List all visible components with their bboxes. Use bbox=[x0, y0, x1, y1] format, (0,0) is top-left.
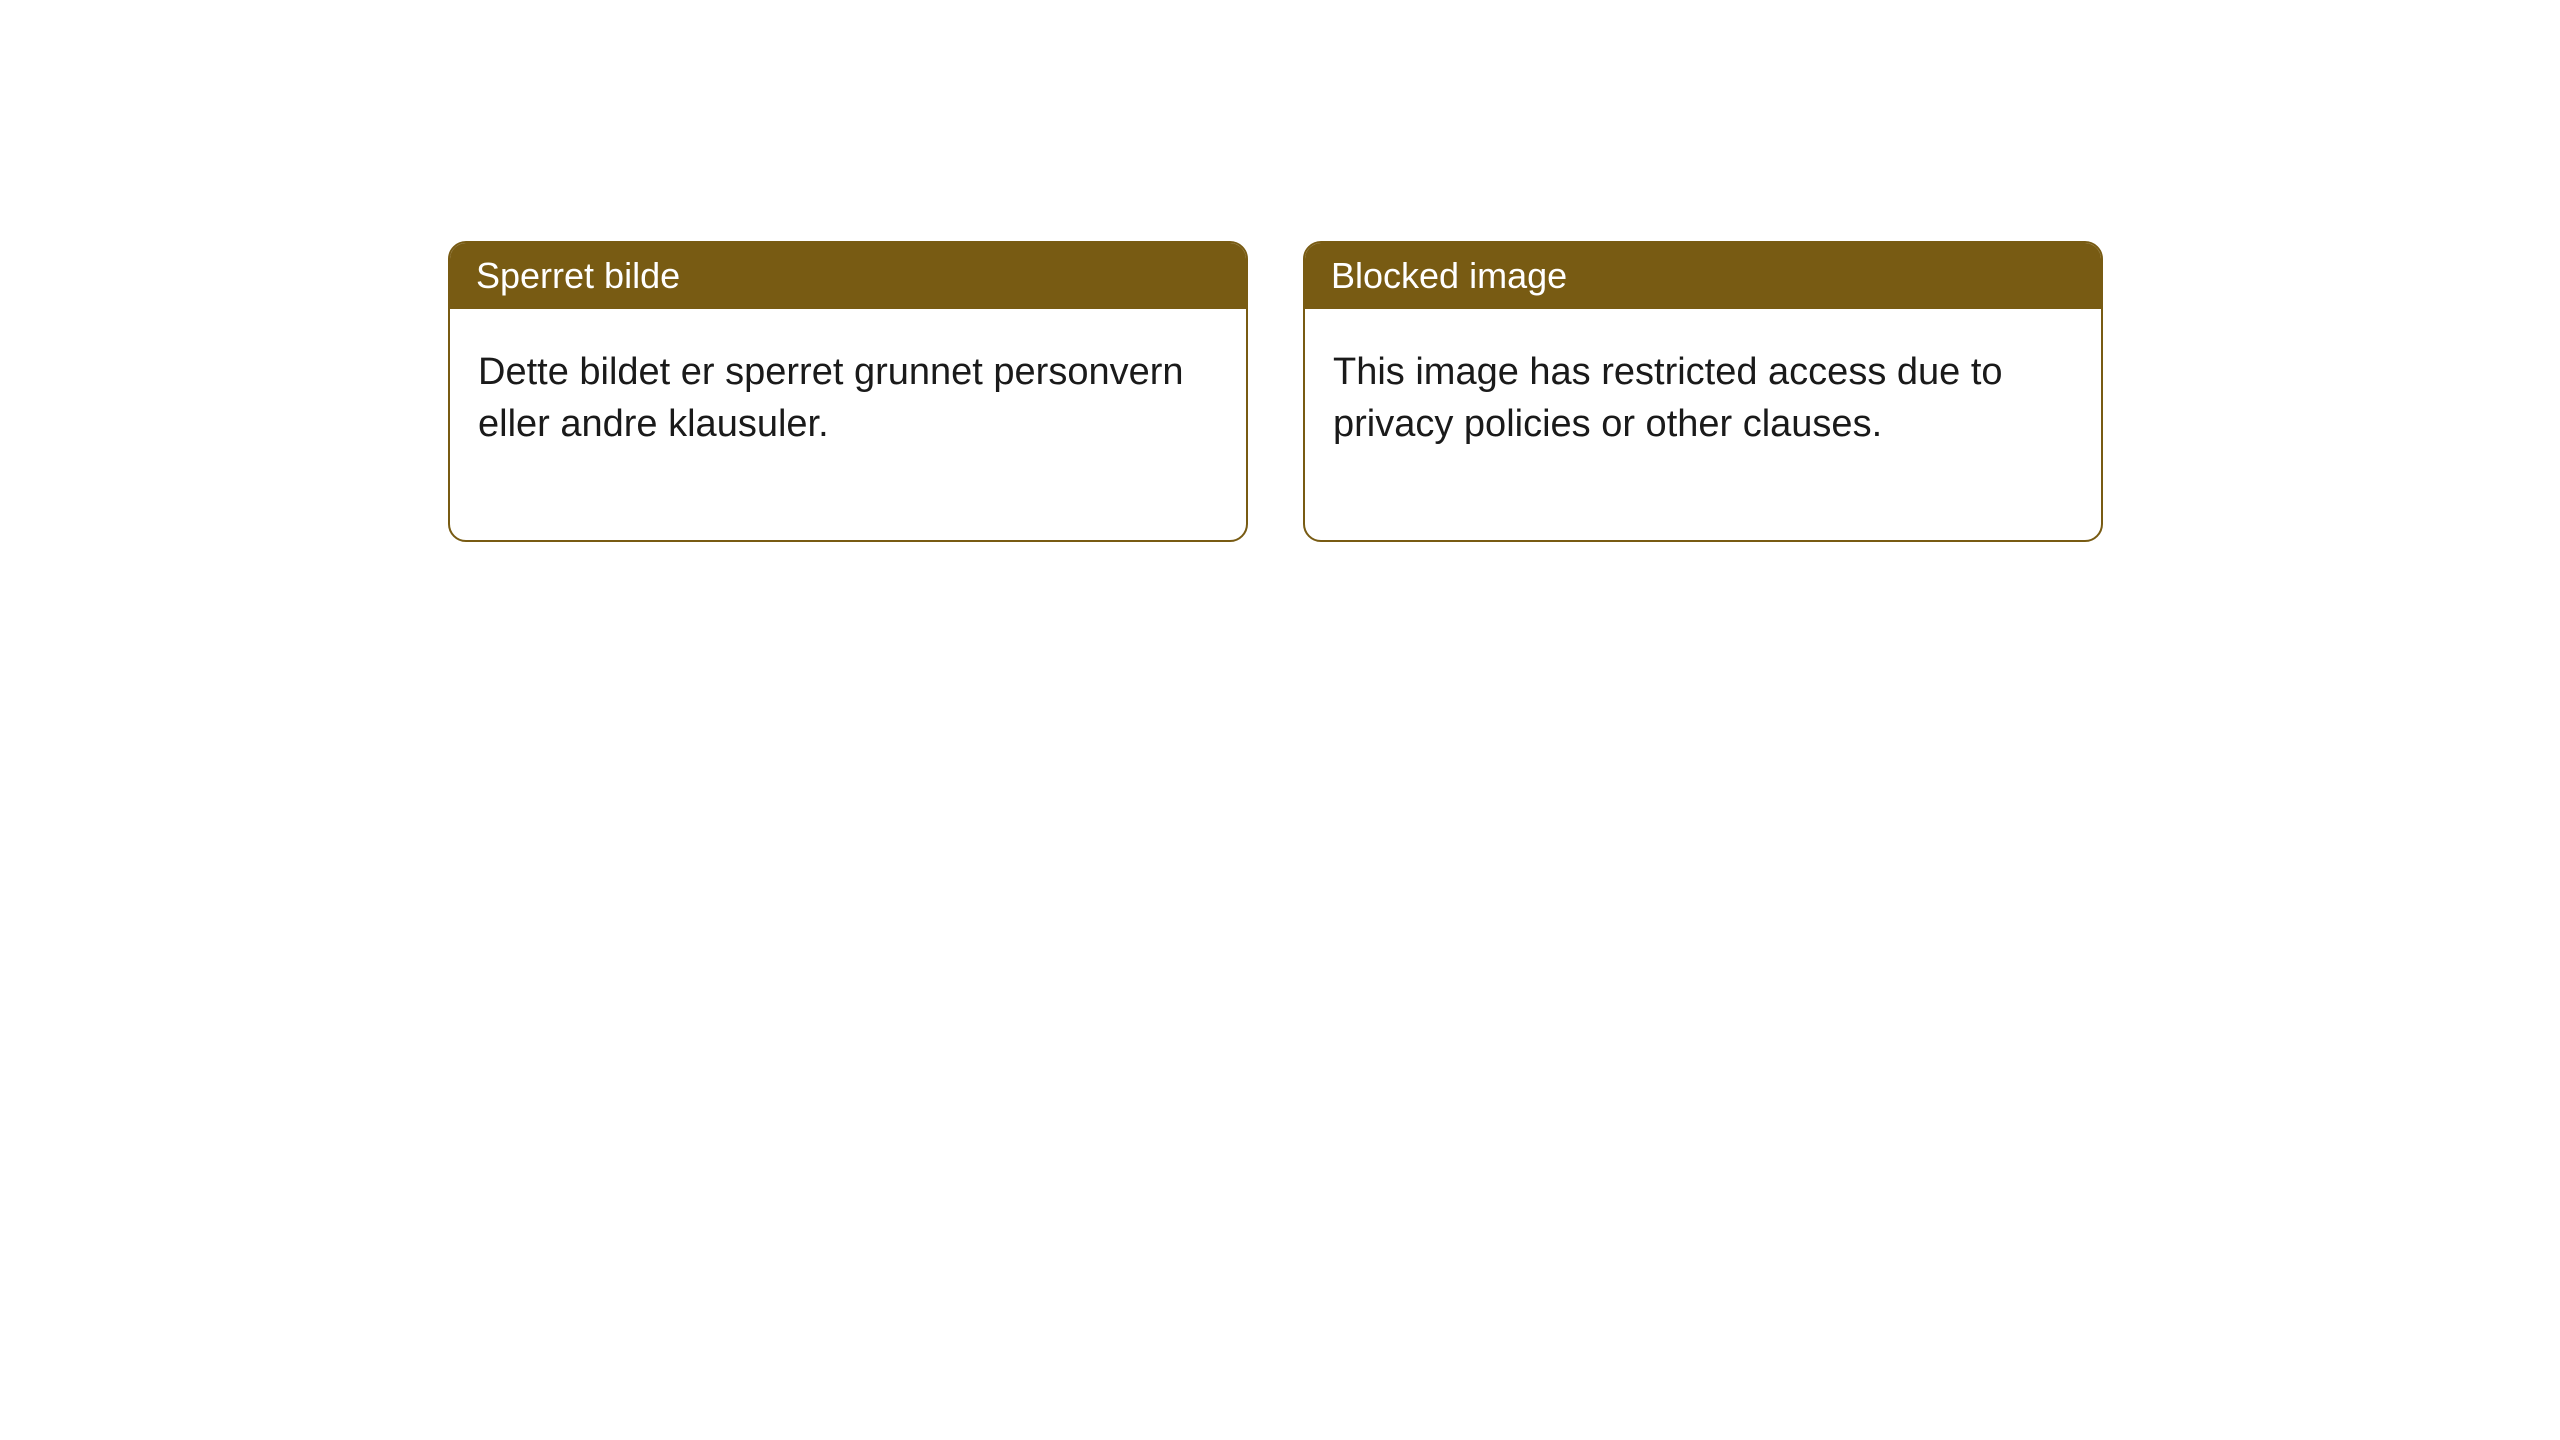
notice-cards-container: Sperret bilde Dette bildet er sperret gr… bbox=[448, 241, 2103, 542]
card-body: Dette bildet er sperret grunnet personve… bbox=[450, 309, 1246, 540]
card-body: This image has restricted access due to … bbox=[1305, 309, 2101, 540]
card-header: Blocked image bbox=[1305, 243, 2101, 309]
notice-card-english: Blocked image This image has restricted … bbox=[1303, 241, 2103, 542]
card-body-text: This image has restricted access due to … bbox=[1333, 351, 2003, 445]
card-title: Sperret bilde bbox=[476, 255, 680, 296]
card-title: Blocked image bbox=[1331, 255, 1567, 296]
notice-card-norwegian: Sperret bilde Dette bildet er sperret gr… bbox=[448, 241, 1248, 542]
card-body-text: Dette bildet er sperret grunnet personve… bbox=[478, 351, 1184, 445]
card-header: Sperret bilde bbox=[450, 243, 1246, 309]
